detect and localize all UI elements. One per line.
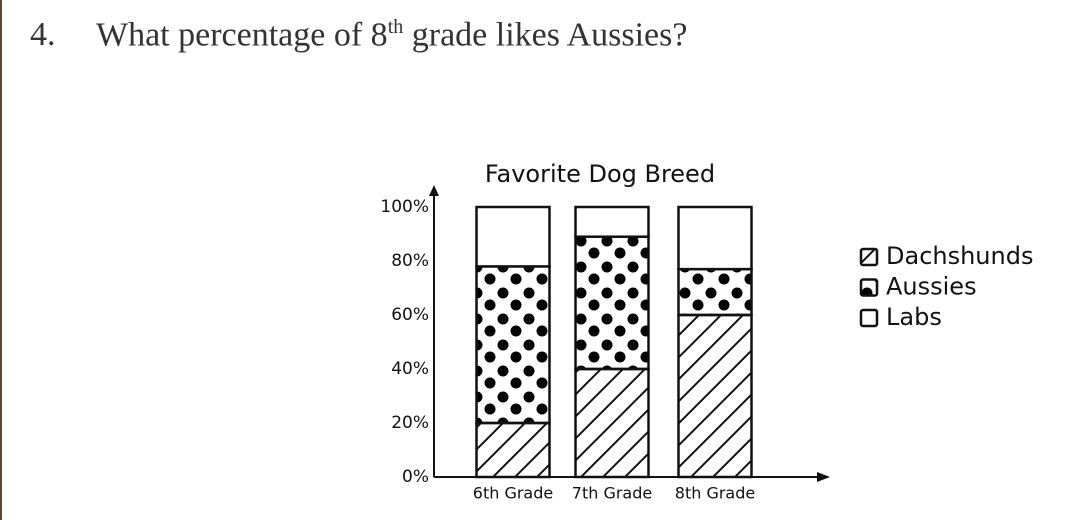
legend-label: Dachshunds xyxy=(886,242,1033,270)
y-tick-label: 20% xyxy=(391,413,429,433)
y-tick-label: 0% xyxy=(402,467,429,487)
bar-segment xyxy=(574,367,650,479)
question-number: 4. xyxy=(30,16,56,53)
bar-segment xyxy=(574,235,650,371)
bar-segment xyxy=(677,205,753,271)
bar-segment xyxy=(677,267,753,317)
bar-segment xyxy=(475,205,551,268)
y-axis-arrow xyxy=(429,185,439,196)
legend-label: Aussies xyxy=(886,273,977,301)
legend-label: Labs xyxy=(886,303,942,331)
chart-title: Favorite Dog Breed xyxy=(485,160,715,188)
x-tick-label: 8th Grade xyxy=(675,484,755,503)
bar-segment xyxy=(574,205,650,238)
bar-segment xyxy=(677,313,753,479)
question-text-part: What percentage of 8 xyxy=(96,16,388,54)
x-axis-arrow xyxy=(817,472,830,482)
x-tick-label: 7th Grade xyxy=(572,484,652,503)
bar-segment xyxy=(475,421,551,479)
y-tick-label: 60% xyxy=(391,305,429,325)
legend-swatch xyxy=(859,247,879,267)
question-text-part: grade likes Aussies? xyxy=(403,16,688,54)
legend-swatch xyxy=(859,278,879,297)
legend-swatch xyxy=(859,308,879,328)
question-text: What percentage of 8th grade likes Aussi… xyxy=(96,16,687,54)
bar-segment xyxy=(475,265,551,425)
y-tick-label: 80% xyxy=(391,251,429,271)
question-superscript: th xyxy=(387,16,404,38)
y-tick-label: 100% xyxy=(380,197,429,217)
x-tick-label: 6th Grade xyxy=(473,484,553,503)
y-tick-label: 40% xyxy=(391,359,429,379)
